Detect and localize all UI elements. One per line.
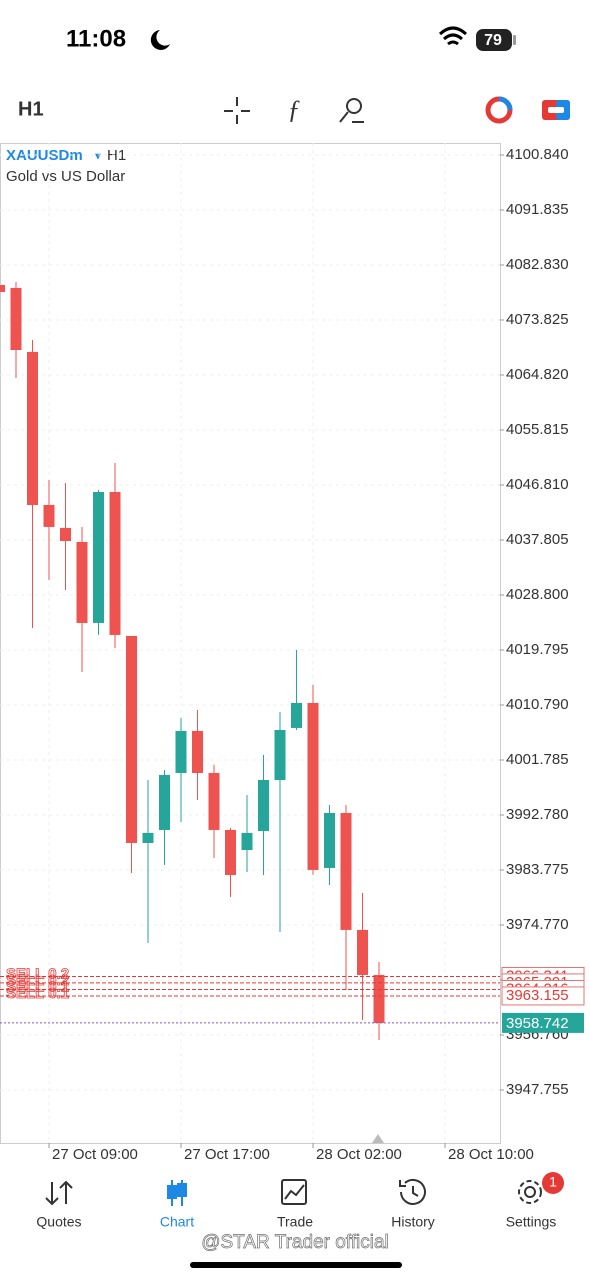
x-tick-label: 27 Oct 17:00 xyxy=(184,1146,270,1163)
candle-body xyxy=(109,492,121,635)
candle-body xyxy=(0,284,5,292)
symbol-description: Gold vs US Dollar xyxy=(6,168,125,185)
watermark: @STAR Trader official xyxy=(201,1232,389,1253)
order-price: 3963.155 xyxy=(506,987,569,1004)
candle-body xyxy=(225,829,236,875)
order-price-box xyxy=(501,986,585,1006)
candle-body xyxy=(175,730,187,773)
trade-icon[interactable] xyxy=(542,100,570,120)
tab-icons xyxy=(45,1178,542,1206)
bid-price: 3958.742 xyxy=(506,1015,569,1032)
y-tick-label: 3947.755 xyxy=(506,1081,569,1098)
tab-label[interactable]: Quotes xyxy=(36,1214,81,1230)
tab-label[interactable]: Trade xyxy=(277,1214,313,1230)
tab-label[interactable]: History xyxy=(391,1214,435,1230)
y-tick-label: 4028.800 xyxy=(506,586,569,603)
order-label: SELL 0.1 xyxy=(6,985,69,1002)
indicators-icon[interactable]: ƒ xyxy=(288,95,301,124)
y-tick-label: 4082.830 xyxy=(506,256,569,273)
candle-body xyxy=(159,774,170,830)
candle-body xyxy=(258,780,269,832)
candle-body xyxy=(126,635,137,843)
battery xyxy=(476,29,512,51)
candle-body xyxy=(373,974,385,1023)
candle-body xyxy=(291,702,302,728)
candle-body xyxy=(192,730,203,773)
y-tick-label: 4100.840 xyxy=(506,146,569,163)
y-tick-label: 4055.815 xyxy=(506,421,569,438)
y-tick-label: 3974.770 xyxy=(506,916,569,933)
x-tick-label: 28 Oct 02:00 xyxy=(316,1146,402,1163)
candle-body xyxy=(43,504,55,527)
candle-body xyxy=(10,287,22,350)
x-tick-label: 28 Oct 10:00 xyxy=(448,1146,534,1163)
y-tick-label: 3983.775 xyxy=(506,861,569,878)
candle-body xyxy=(27,351,38,505)
chart-timeframe: H1 xyxy=(107,147,126,164)
symbol-arrow: ▼ xyxy=(93,152,103,163)
candle-body xyxy=(307,702,319,870)
battery-tip xyxy=(513,35,516,45)
y-tick-label: 4019.795 xyxy=(506,641,569,658)
y-tick-label: 4046.810 xyxy=(506,476,569,493)
account-icon[interactable] xyxy=(485,96,513,124)
y-tick-label: 4064.820 xyxy=(506,366,569,383)
status-time: 11:08 xyxy=(66,25,126,52)
objects-icon[interactable] xyxy=(339,98,364,123)
candle-body xyxy=(357,929,368,975)
tab-label[interactable]: Settings xyxy=(506,1214,557,1230)
candle-body xyxy=(142,832,154,843)
wifi-icon xyxy=(438,26,468,46)
badge xyxy=(542,1172,564,1194)
x-tick-label: 27 Oct 09:00 xyxy=(52,1146,138,1163)
battery-level: 79 xyxy=(484,32,502,49)
chart-frame xyxy=(0,143,501,1144)
bid-box xyxy=(502,1012,584,1033)
crosshair-icon[interactable] xyxy=(224,97,250,124)
candle-body xyxy=(208,772,220,830)
order-label: SELL 0.1 xyxy=(6,978,69,995)
order-label: SELL 0.2 xyxy=(6,972,69,989)
y-tick-label: 4091.835 xyxy=(506,201,569,218)
order-label: SELL 0.2 xyxy=(6,965,69,982)
candle-body xyxy=(93,492,104,623)
candle-body xyxy=(324,812,335,868)
shift-marker xyxy=(372,1134,384,1143)
y-tick-label: 4001.785 xyxy=(506,751,569,768)
y-tick-label: 4073.825 xyxy=(506,311,569,328)
moon-icon xyxy=(150,30,170,50)
badge-count: 1 xyxy=(549,1174,557,1190)
timeframe-button[interactable]: H1 xyxy=(18,98,44,120)
y-tick-label: 4010.790 xyxy=(506,696,569,713)
y-tick-label: 3992.780 xyxy=(506,806,569,823)
candle-body xyxy=(60,527,71,541)
candle-body xyxy=(241,832,253,850)
home-indicator xyxy=(190,1262,402,1268)
candle-body xyxy=(274,729,286,781)
y-tick-label: 4037.805 xyxy=(506,531,569,548)
candle-body xyxy=(76,541,88,623)
tab-label[interactable]: Chart xyxy=(160,1214,194,1230)
candle-body xyxy=(340,812,352,930)
